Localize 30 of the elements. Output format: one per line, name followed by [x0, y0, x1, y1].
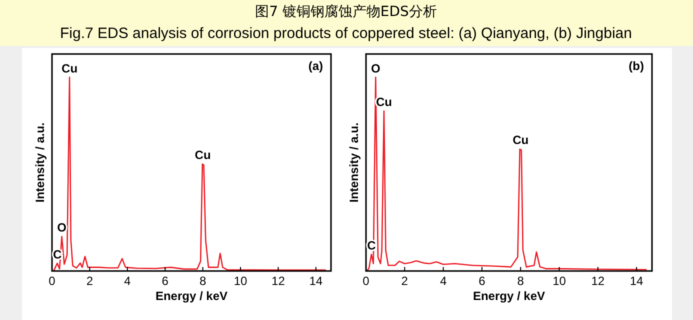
x-tick-label: 14 [309, 274, 323, 288]
chart-subtitle: Fig.7 EDS analysis of corrosion products of coppered steel: (a) Qianyang, (b) Jingbian [60, 25, 632, 42]
annotation: O [370, 61, 380, 76]
annotation: Cu [62, 61, 78, 76]
text: (a) [308, 59, 323, 73]
x-tick-label: 0 [48, 274, 56, 288]
x-tick-label: 8 [517, 274, 524, 288]
x-tick-label: 2 [86, 274, 94, 288]
annotation: Cu [512, 133, 529, 148]
x-axis-title: Energy / keV [472, 289, 546, 303]
x-tick-label: 10 [552, 274, 566, 288]
x-tick-label: 10 [234, 274, 248, 288]
x-tick-label: 6 [478, 274, 486, 288]
x-tick-label: 4 [440, 274, 447, 288]
x-tick-label: 0 [362, 274, 370, 288]
y-axis-title: Intensity / a.u. [347, 122, 361, 203]
annotation: O [57, 220, 66, 235]
x-tick-label: 6 [162, 274, 169, 288]
text: (b) [628, 59, 644, 73]
x-tick-label: 12 [272, 274, 286, 288]
x-tick-label: 2 [401, 274, 408, 288]
annotation: Cu [194, 148, 211, 162]
x-tick-label: 8 [199, 274, 206, 288]
chart-title: 图7 镀铜钢腐蚀产物EDS分析 [255, 4, 437, 20]
x-tick-label: 4 [124, 274, 132, 288]
y-axis-title: Intensity / a.u. [33, 122, 47, 203]
annotation: Cu [376, 94, 392, 109]
x-tick-label: 12 [591, 274, 605, 288]
x-axis-title: Energy / keV [155, 289, 228, 303]
x-tick-label: 14 [630, 274, 644, 288]
